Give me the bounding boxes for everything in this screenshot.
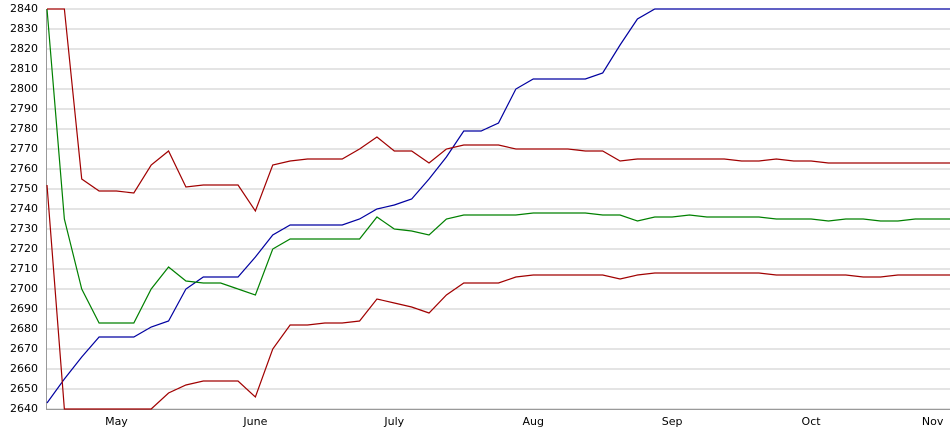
y-tick-label: 2790 [10, 102, 38, 115]
x-tick-label: July [383, 415, 404, 428]
y-tick-label: 2680 [10, 322, 38, 335]
y-tick-label: 2730 [10, 222, 38, 235]
series-line [46, 8, 950, 324]
y-tick-label: 2760 [10, 162, 38, 175]
series-line [46, 8, 950, 404]
y-tick-label: 2810 [10, 62, 38, 75]
y-tick-label: 2650 [10, 382, 38, 395]
y-tick-label: 2800 [10, 82, 38, 95]
x-tick-label: Oct [802, 415, 822, 428]
series-line [47, 8, 950, 213]
x-tick-label: Aug [522, 415, 543, 428]
y-tick-label: 2710 [10, 262, 38, 275]
x-tick-label: May [105, 415, 128, 428]
y-tick-label: 2690 [10, 302, 38, 315]
y-tick-label: 2660 [10, 362, 38, 375]
y-tick-label: 2670 [10, 342, 38, 355]
series-group [46, 8, 950, 410]
y-tick-label: 2750 [10, 182, 38, 195]
y-tick-label: 2720 [10, 242, 38, 255]
y-tick-label: 2840 [10, 2, 38, 15]
series-line [46, 184, 950, 410]
y-tick-label: 2740 [10, 202, 38, 215]
y-tick-label: 2640 [10, 402, 38, 415]
x-tick-label: Nov [922, 415, 944, 428]
x-tick-label: Sep [662, 415, 683, 428]
y-tick-label: 2820 [10, 42, 38, 55]
y-tick-label: 2780 [10, 122, 38, 135]
y-tick-label: 2830 [10, 22, 38, 35]
y-tick-label: 2770 [10, 142, 38, 155]
x-tick-label: June [242, 415, 267, 428]
y-tick-label: 2700 [10, 282, 38, 295]
